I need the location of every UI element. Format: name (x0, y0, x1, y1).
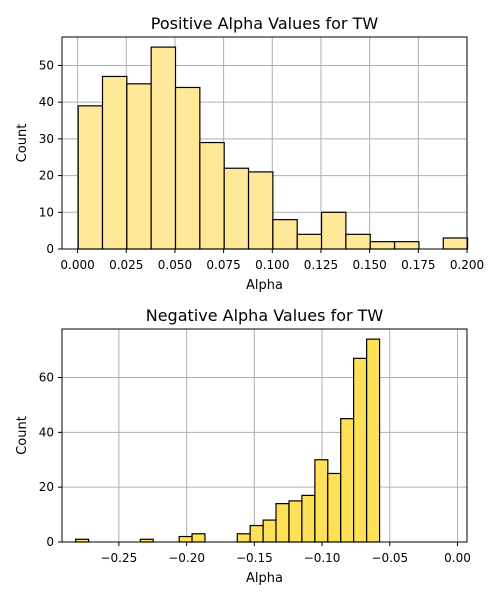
y-axis-label: Count (15, 416, 30, 455)
x-tick-label: −0.10 (304, 551, 341, 565)
y-tick-label: 40 (39, 95, 54, 109)
histogram-bar (191, 533, 206, 543)
histogram-bar (393, 241, 420, 250)
y-tick-label: 0 (46, 242, 54, 256)
y-tick-label: 10 (39, 205, 54, 219)
y-tick-label: 40 (39, 425, 54, 439)
y-tick-label: 20 (39, 169, 54, 183)
histogram-bar (345, 233, 371, 250)
histogram-bar (126, 83, 152, 250)
x-tick-label: 0.175 (401, 258, 435, 272)
histogram-bar (174, 86, 201, 250)
histogram-bar (236, 533, 251, 543)
y-tick-label: 30 (39, 132, 54, 146)
x-tick-label: 0.075 (206, 258, 240, 272)
y-axis-label: Count (15, 124, 30, 163)
x-tick-label: −0.15 (236, 551, 273, 565)
histogram-bar (249, 524, 264, 543)
x-tick-label: −0.05 (371, 551, 408, 565)
x-tick-label: −0.25 (100, 551, 137, 565)
negative-alpha-panel: −0.25 −0.20 −0.15 −0.10 −0.05 0.00 0 20 40 60 Nega… (15, 306, 471, 586)
x-tick-label: 0.150 (352, 258, 386, 272)
histogram-bar (272, 219, 298, 250)
histogram-bar (442, 237, 469, 250)
y-tick-label: 20 (39, 480, 54, 494)
histogram-bar (77, 105, 104, 250)
x-tick-label: 0.100 (255, 258, 289, 272)
histogram-bar (366, 338, 381, 543)
histogram-bar (262, 519, 277, 543)
histogram-bar (275, 503, 290, 543)
x-tick-label: 0.200 (450, 258, 484, 272)
x-tick-label: 0.00 (444, 551, 471, 565)
plot-frame (61, 36, 468, 250)
histogram-bar (353, 357, 368, 543)
x-tick-label: 0.050 (158, 258, 192, 272)
x-tick-label: 0.000 (60, 258, 94, 272)
chart-title: Negative Alpha Values for TW (146, 306, 384, 325)
histogram-bar (178, 535, 193, 543)
histogram-bar (101, 75, 128, 250)
histogram-bar (327, 472, 342, 543)
histogram-bar (314, 459, 329, 543)
histogram-bar (223, 167, 250, 250)
y-tick-label: 60 (39, 371, 54, 385)
histogram-bar (247, 171, 274, 250)
x-axis-label: Alpha (246, 278, 283, 293)
x-tick-label: −0.20 (168, 551, 205, 565)
y-tick-label: 0 (46, 535, 54, 549)
x-axis-label: Alpha (246, 571, 283, 586)
positive-alpha-panel: 0.000 0.025 0.050 0.075 0.100 0.125 0.150 0.175… (15, 14, 484, 293)
histogram-bar (199, 141, 225, 250)
histogram-bar (369, 241, 396, 250)
chart-title: Positive Alpha Values for TW (151, 14, 379, 33)
plot-frame (61, 328, 468, 543)
histogram-bar (320, 211, 347, 250)
histogram-bar (150, 46, 177, 250)
x-tick-label: 0.025 (109, 258, 143, 272)
histogram-bar (301, 494, 316, 543)
x-tick-label: 0.125 (304, 258, 338, 272)
histogram-bar (340, 418, 355, 543)
y-tick-label: 50 (39, 58, 54, 72)
histogram-bar (288, 500, 303, 543)
histogram-bar (296, 233, 323, 250)
